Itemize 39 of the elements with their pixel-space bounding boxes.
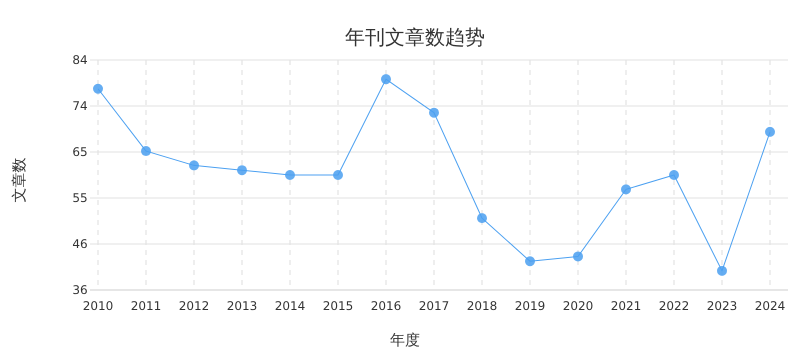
point bbox=[189, 160, 199, 170]
point bbox=[429, 108, 439, 118]
x-tick-label: 2017 bbox=[418, 299, 450, 313]
point bbox=[285, 170, 295, 180]
x-tick-label: 2016 bbox=[370, 299, 402, 313]
x-tick-label: 2021 bbox=[610, 299, 642, 313]
x-tick-label: 2014 bbox=[274, 299, 306, 313]
point bbox=[717, 266, 727, 276]
y-tick-label: 84 bbox=[72, 53, 88, 67]
x-tick-label: 2022 bbox=[658, 299, 690, 313]
x-tick-label: 2015 bbox=[322, 299, 354, 313]
x-tick-label: 2013 bbox=[226, 299, 258, 313]
x-tick-label: 2011 bbox=[130, 299, 162, 313]
y-tick-label: 65 bbox=[72, 145, 88, 159]
y-tick-label: 55 bbox=[72, 191, 88, 205]
point bbox=[93, 84, 103, 94]
point bbox=[333, 170, 343, 180]
chart-title: 年刊文章数趋势 bbox=[345, 25, 485, 49]
y-tick-label: 46 bbox=[72, 237, 88, 251]
x-tick-label: 2023 bbox=[706, 299, 738, 313]
point bbox=[621, 184, 631, 194]
y-tick-label: 36 bbox=[72, 283, 88, 297]
x-tick-label: 2018 bbox=[466, 299, 498, 313]
y-tick-label: 74 bbox=[72, 99, 88, 113]
x-tick-label: 2010 bbox=[82, 299, 114, 313]
point bbox=[573, 251, 583, 262]
point bbox=[141, 146, 151, 156]
x-tick-label: 2020 bbox=[562, 299, 594, 313]
y-axis-title: 文章数 bbox=[10, 158, 28, 202]
point bbox=[669, 170, 679, 180]
point bbox=[381, 74, 391, 84]
x-tick-label: 2019 bbox=[514, 299, 546, 313]
point bbox=[525, 256, 535, 266]
x-axis-title: 年度 bbox=[390, 331, 420, 349]
point bbox=[237, 165, 247, 176]
point bbox=[477, 213, 487, 224]
x-tick-label: 2012 bbox=[178, 299, 210, 313]
x-tick-label: 2024 bbox=[754, 299, 786, 313]
point bbox=[765, 126, 775, 137]
